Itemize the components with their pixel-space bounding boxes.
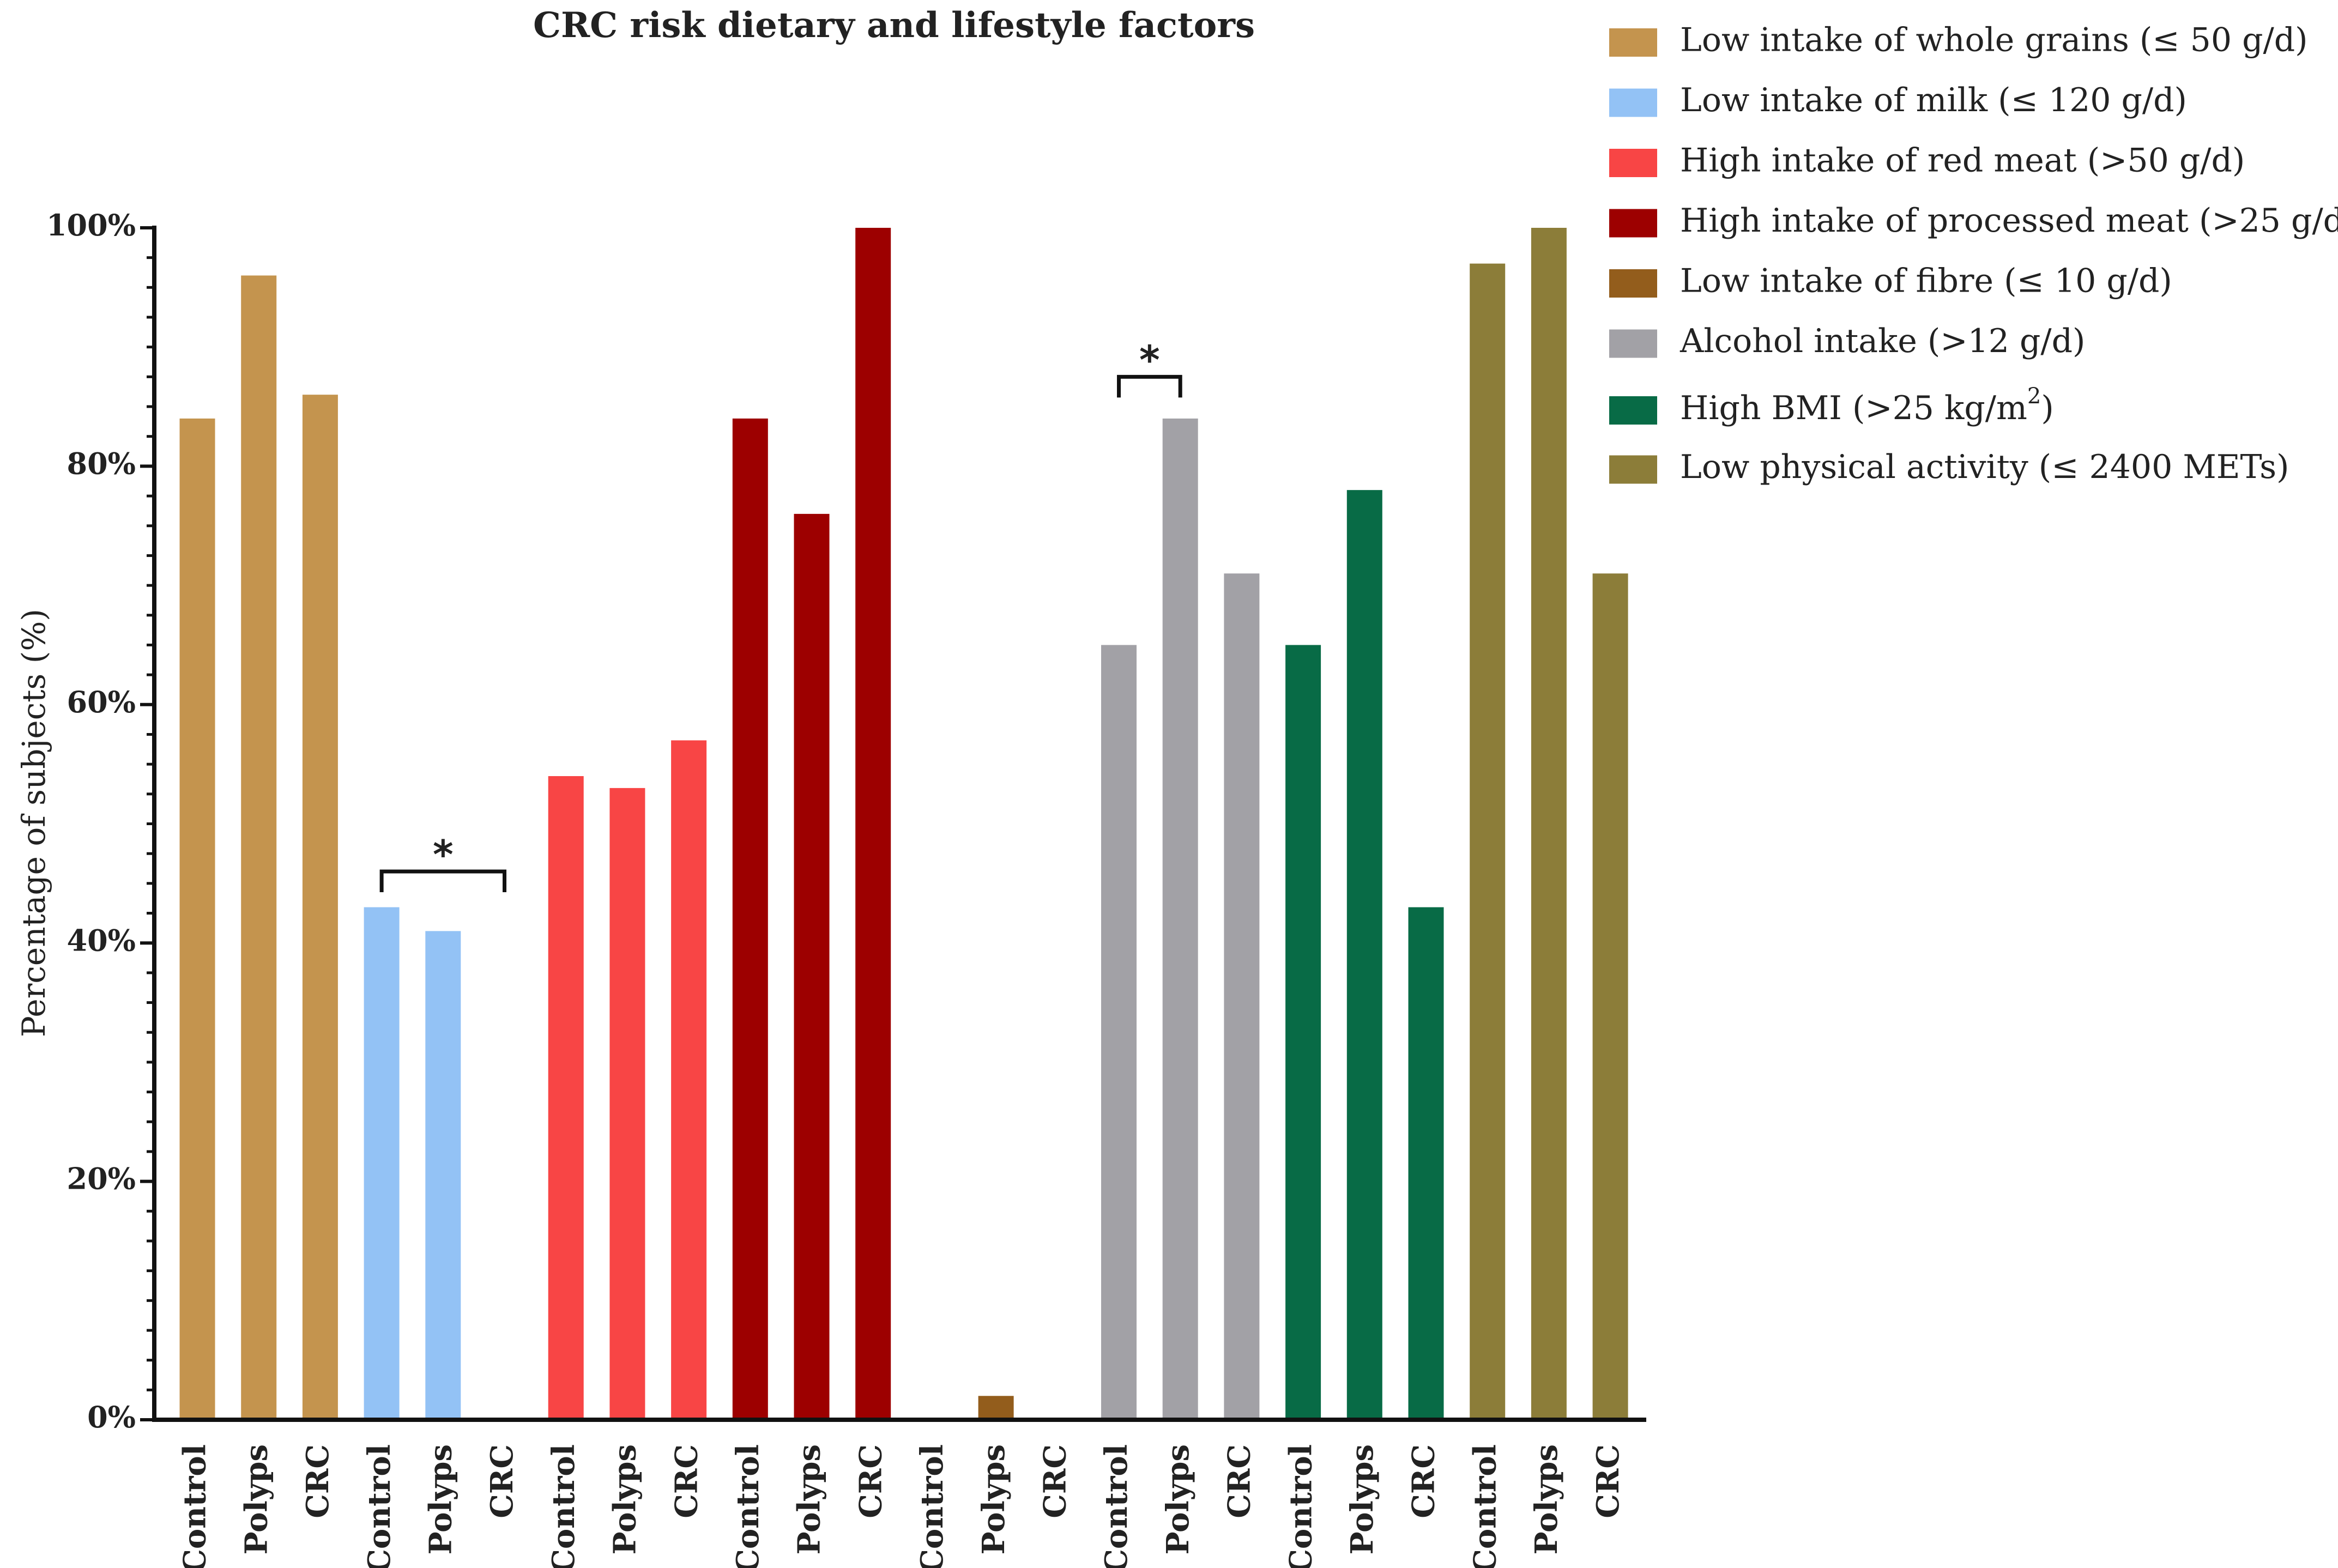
bar-series2-crc bbox=[671, 740, 707, 1420]
legend-swatch bbox=[1609, 149, 1657, 177]
bar-series7-polyps bbox=[1531, 228, 1567, 1420]
category-label-crc: CRC bbox=[1406, 1444, 1442, 1518]
category-label-crc: CRC bbox=[1222, 1444, 1258, 1518]
category-label-control: Control bbox=[914, 1444, 950, 1568]
legend-swatch bbox=[1609, 88, 1657, 117]
legend-item: Low intake of whole grains (≤ 50 g/d) bbox=[1609, 21, 2308, 59]
bar-series1-control bbox=[364, 907, 400, 1420]
y-tick-label: 80% bbox=[67, 446, 136, 481]
legend-item: Alcohol intake (>12 g/d) bbox=[1609, 322, 2085, 360]
category-label-polyps: Polyps bbox=[1344, 1444, 1380, 1554]
significance-bracket bbox=[379, 869, 506, 892]
legend-swatch bbox=[1609, 329, 1657, 358]
category-label-polyps: Polyps bbox=[976, 1444, 1012, 1554]
y-axis-label: Percentage of subjects (%) bbox=[15, 609, 52, 1037]
category-label-control: Control bbox=[1467, 1444, 1503, 1568]
legend-label: Low intake of milk (≤ 120 g/d) bbox=[1680, 81, 2187, 119]
legend-swatch bbox=[1609, 396, 1657, 425]
legend-item: Low intake of milk (≤ 120 g/d) bbox=[1609, 81, 2187, 119]
y-tick-label: 0% bbox=[87, 1400, 136, 1434]
category-label-crc: CRC bbox=[484, 1444, 520, 1518]
legend-swatch bbox=[1609, 455, 1657, 484]
category-label-crc: CRC bbox=[1590, 1444, 1626, 1518]
category-label-polyps: Polyps bbox=[422, 1444, 458, 1554]
legend-item: High intake of processed meat (>25 g/d) bbox=[1609, 202, 2338, 240]
bar-series3-crc bbox=[855, 228, 891, 1420]
category-label-crc: CRC bbox=[668, 1444, 704, 1518]
significance-star: * bbox=[1139, 337, 1160, 383]
legend-label: Low physical activity (≤ 2400 METs) bbox=[1680, 448, 2289, 486]
legend-item: Low physical activity (≤ 2400 METs) bbox=[1609, 448, 2289, 486]
legend-swatch bbox=[1609, 269, 1657, 298]
bar-series0-polyps bbox=[241, 275, 277, 1420]
category-label-crc: CRC bbox=[1037, 1444, 1073, 1518]
legend-swatch bbox=[1609, 209, 1657, 238]
significance-bracket bbox=[1117, 374, 1182, 398]
bar-series4-polyps bbox=[978, 1396, 1014, 1420]
bar-series3-polyps bbox=[794, 513, 830, 1420]
category-label-control: Control bbox=[1283, 1444, 1319, 1568]
category-label-polyps: Polyps bbox=[792, 1444, 827, 1554]
bar-series2-polyps bbox=[609, 788, 645, 1420]
bar-series5-crc bbox=[1224, 573, 1260, 1420]
legend-item: High intake of red meat (>50 g/d) bbox=[1609, 142, 2245, 180]
bar-series7-crc bbox=[1592, 573, 1628, 1420]
category-label-control: Control bbox=[546, 1444, 582, 1568]
y-tick-label: 60% bbox=[67, 685, 136, 719]
bar-series2-control bbox=[548, 776, 584, 1420]
category-label-polyps: Polyps bbox=[1529, 1444, 1564, 1554]
category-label-control: Control bbox=[730, 1444, 766, 1568]
annotations-group: ** bbox=[379, 337, 1182, 892]
bar-series5-polyps bbox=[1162, 418, 1198, 1420]
legend-label: Low intake of whole grains (≤ 50 g/d) bbox=[1680, 21, 2308, 59]
y-tick-label: 100% bbox=[46, 208, 136, 243]
axes-group: 0% 20% 40% 60% 80% 100% bbox=[46, 208, 1646, 1434]
category-label-control: Control bbox=[361, 1444, 397, 1568]
legend-item: Low intake of fibre (≤ 10 g/d) bbox=[1609, 262, 2172, 300]
category-label-polyps: Polyps bbox=[607, 1444, 643, 1554]
legend-label: High BMI (>25 kg/m2) bbox=[1680, 384, 2054, 427]
category-label-polyps: Polyps bbox=[1160, 1444, 1196, 1554]
legend-label: Low intake of fibre (≤ 10 g/d) bbox=[1680, 262, 2172, 300]
y-tick-label: 40% bbox=[67, 923, 136, 958]
category-label-crc: CRC bbox=[300, 1444, 336, 1518]
legend-label: High intake of processed meat (>25 g/d) bbox=[1680, 202, 2338, 240]
bar-series1-polyps bbox=[425, 931, 461, 1420]
bars-group: Control Polyps CRC Control Polyps CRC Control P… bbox=[177, 228, 1628, 1568]
bar-series0-crc bbox=[302, 395, 338, 1420]
bar-series3-control bbox=[732, 418, 768, 1420]
bar-series6-control bbox=[1285, 645, 1321, 1420]
legend: Low intake of whole grains (≤ 50 g/d) Low… bbox=[1609, 21, 2338, 486]
chart-title: CRC risk dietary and lifestyle factors bbox=[533, 5, 1255, 46]
significance-star: * bbox=[433, 832, 454, 877]
legend-item: High BMI (>25 kg/m2) bbox=[1609, 384, 2054, 427]
legend-label: Alcohol intake (>12 g/d) bbox=[1680, 322, 2085, 360]
legend-swatch bbox=[1609, 28, 1657, 57]
bar-series0-control bbox=[179, 418, 215, 1420]
bar-series7-control bbox=[1470, 263, 1506, 1420]
category-label-control: Control bbox=[1098, 1444, 1134, 1568]
category-label-polyps: Polyps bbox=[238, 1444, 274, 1554]
category-label-control: Control bbox=[177, 1444, 213, 1568]
bar-series5-control bbox=[1101, 645, 1137, 1420]
bar-series6-crc bbox=[1408, 907, 1444, 1420]
y-tick-label: 20% bbox=[67, 1161, 136, 1196]
legend-label: High intake of red meat (>50 g/d) bbox=[1680, 142, 2245, 180]
category-label-crc: CRC bbox=[853, 1444, 889, 1518]
bar-series6-polyps bbox=[1346, 490, 1382, 1420]
